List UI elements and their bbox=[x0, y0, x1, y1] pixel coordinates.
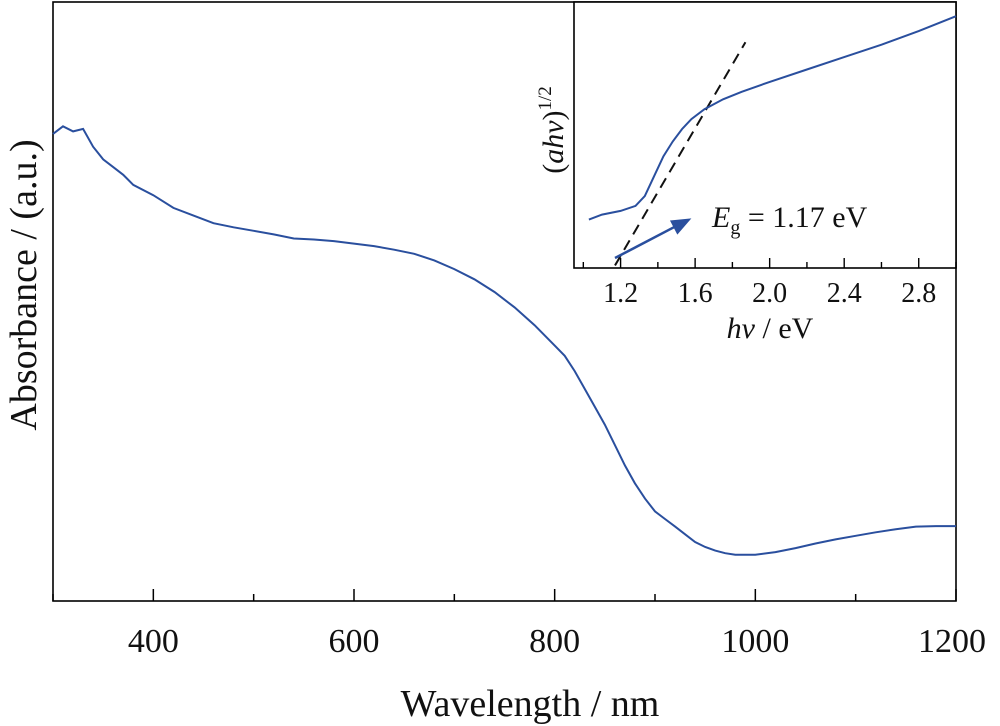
inset-plot-frame bbox=[573, 1, 957, 269]
main-y-axis-label: Absorbance / (a.u.) bbox=[3, 139, 45, 430]
inset-tauc-line bbox=[588, 15, 957, 221]
inset-x-tick-label: 2.4 bbox=[827, 278, 862, 309]
main-x-tick-label: 400 bbox=[128, 623, 179, 660]
main-x-ticks bbox=[52, 589, 957, 601]
main-x-tick-label: 800 bbox=[529, 623, 580, 660]
inset-x-tick-labels: 1.2 1.6 2.0 2.4 2.8 bbox=[603, 278, 936, 309]
annotation-subscript: g bbox=[730, 217, 740, 239]
inset-x-axis-label: hv / eV bbox=[727, 312, 814, 345]
main-x-tick-labels: 400 600 800 1000 1200 bbox=[128, 623, 986, 660]
inset-y-axis-label: (ahv)1/2 bbox=[535, 86, 570, 174]
arrow-shaft bbox=[614, 222, 682, 260]
main-x-axis-label: Wavelength / nm bbox=[401, 683, 660, 725]
inset-arrow bbox=[614, 218, 692, 260]
arrow-head bbox=[669, 218, 692, 235]
inset-x-tick-label: 2.8 bbox=[901, 278, 936, 309]
main-x-tick-label: 1000 bbox=[721, 623, 789, 660]
annotation-symbol: E bbox=[711, 201, 730, 234]
annotation-value: = 1.17 eV bbox=[740, 201, 867, 234]
inset-x-tick-label: 2.0 bbox=[752, 278, 787, 309]
main-absorbance-line bbox=[52, 125, 956, 556]
inset-x-tick-label: 1.6 bbox=[678, 278, 713, 309]
main-x-tick-label: 600 bbox=[329, 623, 380, 660]
inset-x-tick-label: 1.2 bbox=[603, 278, 638, 309]
inset-annotation: Eg = 1.17 eV bbox=[711, 201, 868, 239]
inset-tangent-line bbox=[614, 41, 747, 266]
main-x-tick-label: 1200 bbox=[918, 623, 986, 660]
inset-x-ticks bbox=[582, 258, 957, 268]
